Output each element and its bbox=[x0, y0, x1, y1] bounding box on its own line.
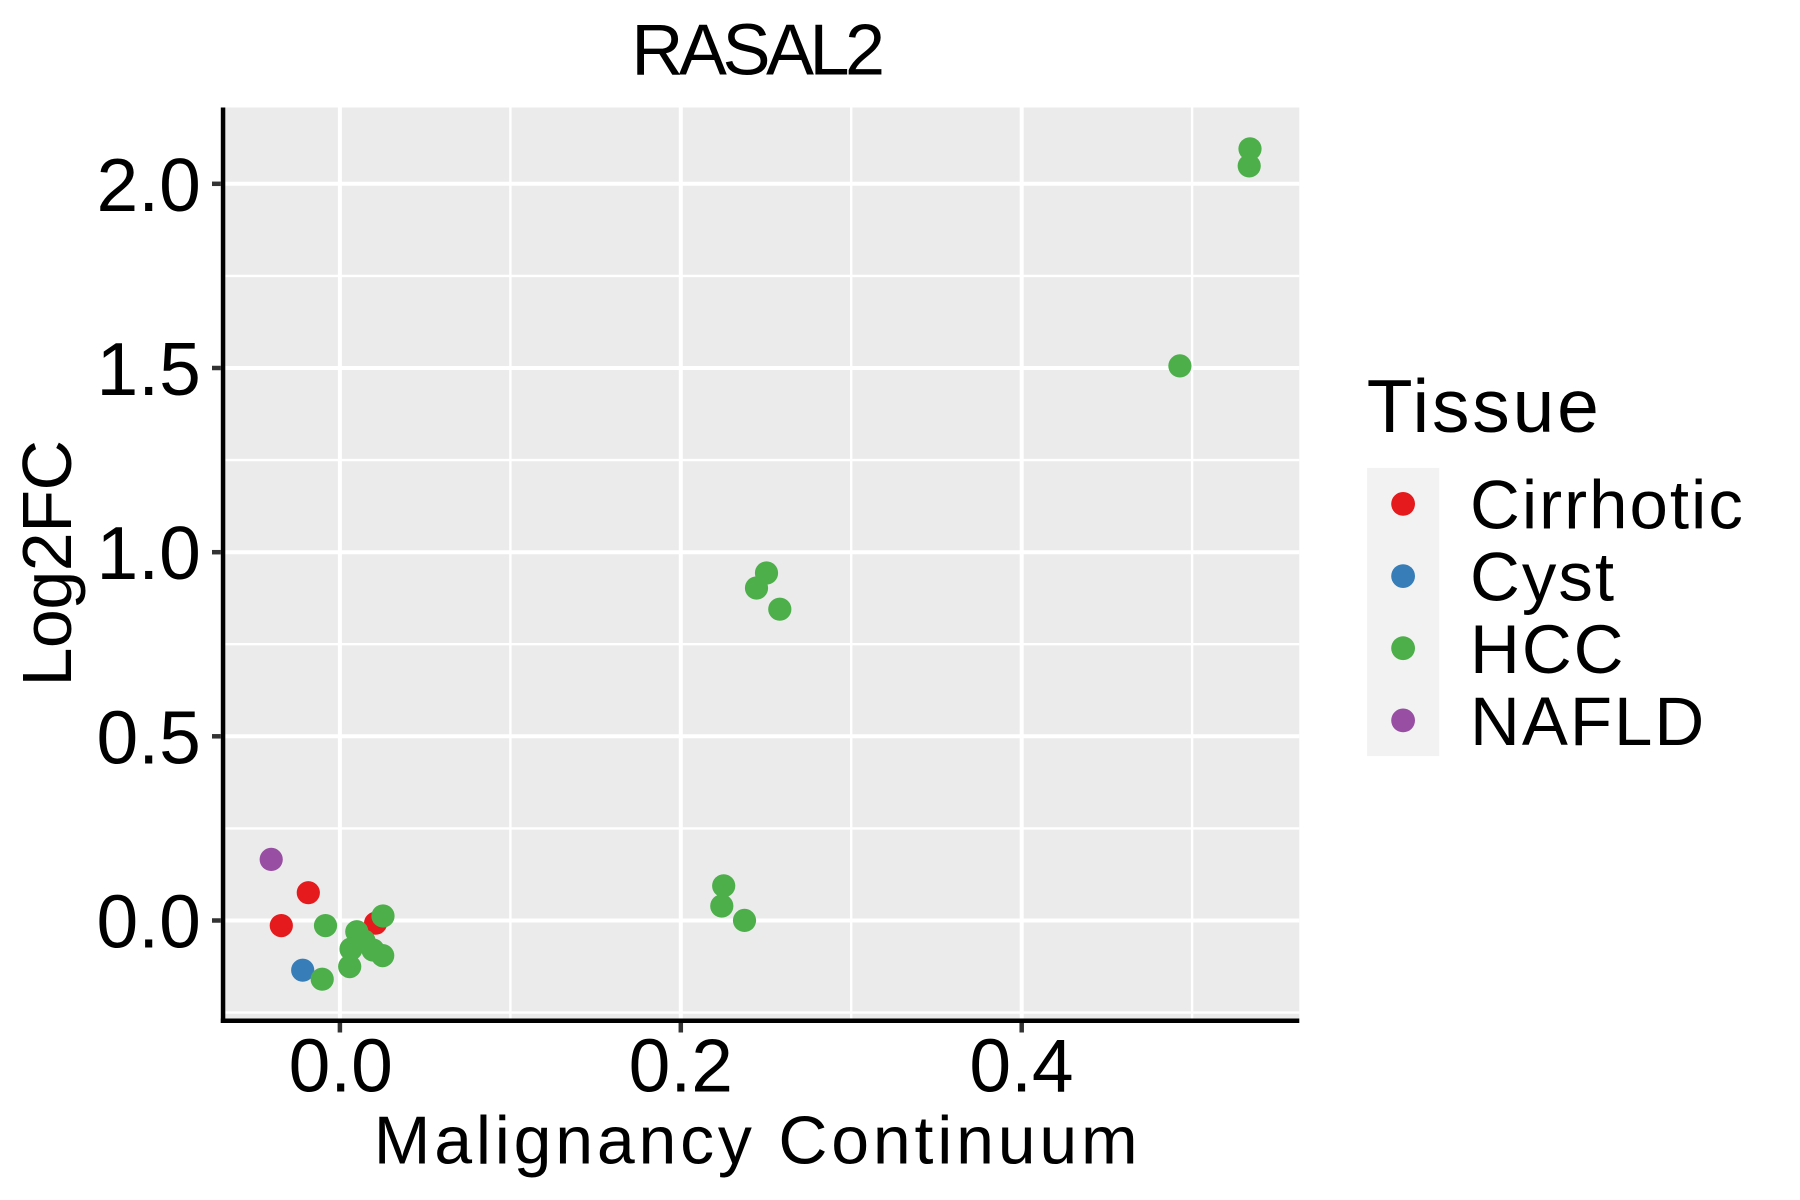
svg-text:2.0: 2.0 bbox=[97, 143, 201, 227]
svg-text:0.0: 0.0 bbox=[97, 880, 201, 964]
svg-text:0.4: 0.4 bbox=[969, 1024, 1073, 1108]
svg-text:1.5: 1.5 bbox=[97, 327, 201, 411]
svg-text:NAFLD: NAFLD bbox=[1470, 683, 1706, 760]
svg-text:Malignancy Continuum: Malignancy Continuum bbox=[374, 1102, 1142, 1178]
svg-text:Cirrhotic: Cirrhotic bbox=[1470, 467, 1745, 544]
svg-text:0.0: 0.0 bbox=[289, 1024, 393, 1108]
svg-text:Cyst: Cyst bbox=[1470, 539, 1616, 616]
svg-text:Log2FC: Log2FC bbox=[8, 440, 86, 686]
svg-text:1.0: 1.0 bbox=[97, 511, 201, 595]
svg-text:HCC: HCC bbox=[1470, 611, 1626, 688]
svg-text:0.5: 0.5 bbox=[97, 695, 201, 779]
svg-text:RASAL2: RASAL2 bbox=[631, 11, 882, 91]
svg-text:0.2: 0.2 bbox=[629, 1024, 733, 1108]
svg-text:Tissue: Tissue bbox=[1367, 364, 1602, 448]
